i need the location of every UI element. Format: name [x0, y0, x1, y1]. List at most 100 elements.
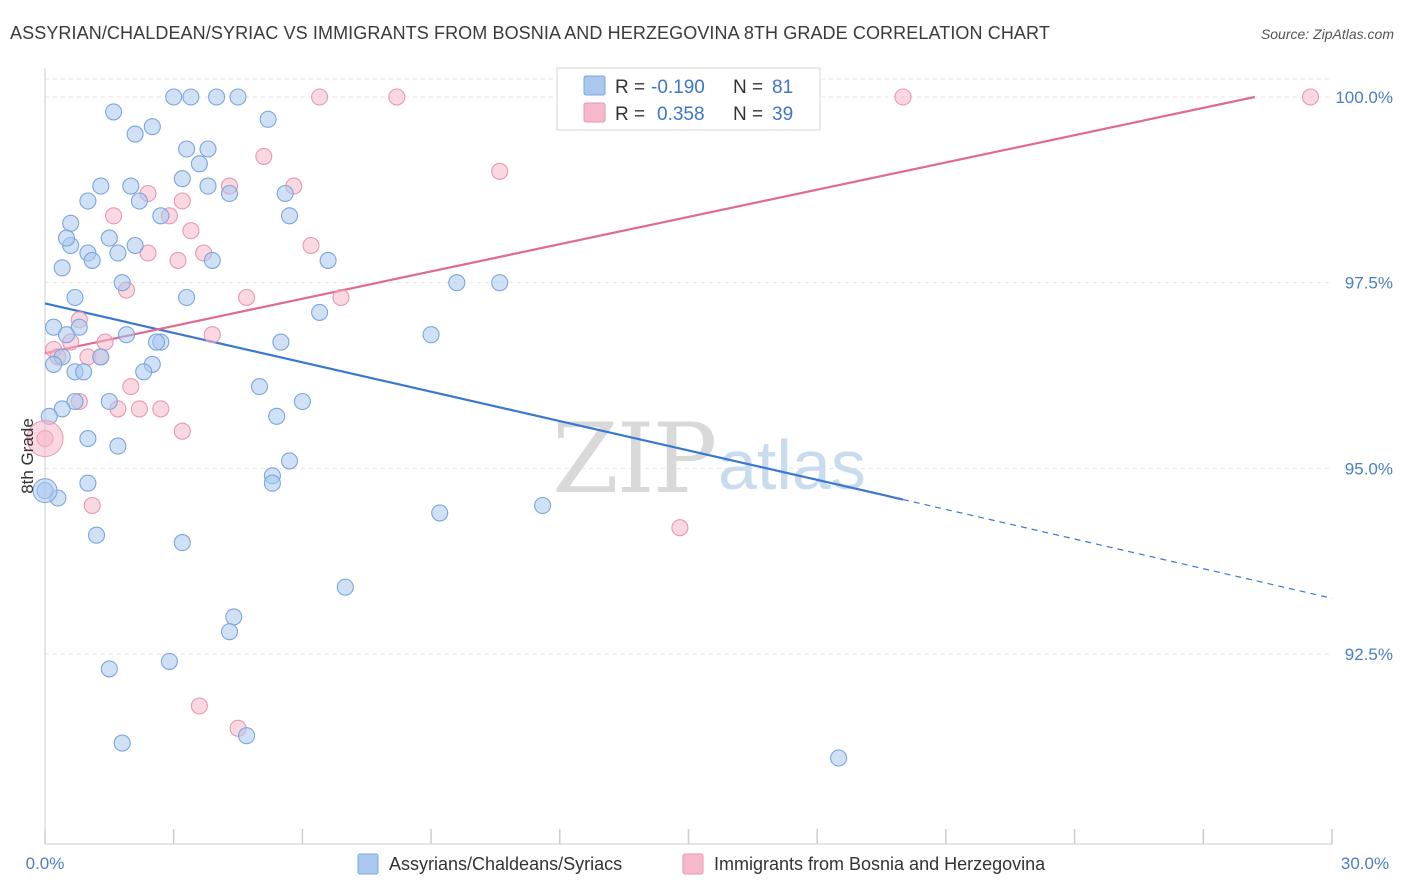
data-point	[100, 392, 118, 411]
data-point	[491, 274, 509, 292]
data-point	[152, 400, 170, 418]
data-point	[87, 526, 106, 544]
y-tick-label: 100.0%	[1335, 88, 1393, 107]
data-point	[225, 608, 243, 626]
data-point	[534, 496, 552, 515]
stats-swatch-blue	[583, 75, 606, 96]
data-point	[109, 244, 127, 262]
data-point	[92, 348, 110, 366]
data-point	[79, 192, 97, 210]
data-point	[169, 251, 187, 269]
stats-r-value-pink: 0.358	[657, 104, 705, 125]
data-point	[182, 88, 200, 106]
data-point	[70, 318, 88, 336]
data-point	[336, 578, 354, 596]
data-point	[57, 229, 76, 247]
data-point	[491, 162, 509, 180]
data-point	[276, 184, 294, 203]
legend-swatch-bosnia	[682, 853, 704, 875]
data-point	[311, 88, 329, 106]
data-point	[45, 355, 63, 373]
data-point	[66, 288, 84, 307]
trend-line-bosnia	[44, 95, 1256, 355]
stats-r-label-pink: R =	[615, 104, 645, 125]
data-point	[448, 274, 466, 292]
data-point	[199, 177, 217, 195]
data-point	[293, 392, 311, 411]
data-point	[126, 125, 144, 143]
data-point	[100, 660, 118, 678]
data-point	[182, 222, 200, 240]
data-point	[147, 333, 166, 351]
stats-legend: R = -0.190 N = 81 R = 0.358 N = 39	[556, 67, 821, 131]
data-point	[173, 192, 191, 210]
data-point	[229, 88, 247, 106]
data-point	[139, 244, 157, 262]
stats-n-value-pink: 39	[772, 104, 793, 125]
trend-line-assyrians-extension	[902, 498, 1333, 599]
data-point	[422, 326, 440, 344]
chart-title: ASSYRIAN/CHALDEAN/SYRIAC VS IMMIGRANTS F…	[10, 23, 1050, 43]
data-point	[117, 326, 136, 344]
stats-r-value-blue: -0.190	[651, 77, 705, 98]
data-point	[332, 288, 350, 307]
data-point	[272, 333, 290, 351]
data-point	[113, 274, 131, 292]
data-point	[259, 110, 277, 128]
data-point	[100, 229, 118, 247]
y-tick-label: 97.5%	[1345, 274, 1393, 293]
watermark-zip-text: ZIP	[552, 403, 715, 515]
data-point	[105, 207, 123, 225]
data-point	[388, 88, 406, 106]
data-point	[263, 474, 281, 492]
data-point	[178, 288, 196, 307]
legend-swatch-assyrians	[357, 853, 379, 875]
legend-label-bosnia: Immigrants from Bosnia and Herzegovina	[714, 854, 1046, 874]
data-point	[178, 140, 196, 158]
data-point	[105, 103, 123, 121]
x-axis-ticks	[44, 829, 1333, 844]
data-point	[302, 236, 320, 255]
data-point	[143, 118, 161, 136]
trend-lines	[44, 95, 1333, 599]
data-point	[62, 214, 80, 232]
data-points	[26, 88, 1320, 767]
chart-source: Source: ZipAtlas.com	[1261, 26, 1394, 42]
stats-n-label-blue: N =	[733, 77, 763, 98]
watermark: ZIP atlas	[552, 403, 866, 515]
trend-line-assyrians	[44, 302, 904, 501]
data-point	[53, 259, 71, 277]
data-point	[92, 177, 110, 195]
data-point	[57, 326, 76, 344]
data-point	[190, 155, 208, 173]
data-point	[152, 207, 170, 225]
data-point	[250, 378, 269, 396]
series-assyrians-points	[36, 88, 848, 767]
data-point	[75, 363, 93, 381]
y-tick-labels: 100.0% 97.5% 95.0% 92.5%	[1335, 88, 1393, 664]
data-point	[113, 734, 131, 752]
y-tick-label: 92.5%	[1345, 645, 1393, 664]
data-point	[671, 519, 689, 537]
stats-r-label-blue: R =	[615, 77, 645, 98]
data-point	[83, 496, 101, 515]
data-point	[45, 318, 63, 336]
data-point	[135, 363, 153, 381]
data-point	[190, 697, 208, 715]
series-legend: Assyrians/Chaldeans/Syriacs Immigrants f…	[357, 853, 1046, 875]
data-point	[109, 437, 127, 455]
data-point	[32, 478, 58, 504]
data-point	[255, 147, 273, 165]
legend-label-assyrians: Assyrians/Chaldeans/Syriacs	[389, 854, 622, 874]
data-point	[280, 207, 299, 225]
x-tick-label-max: 30.0%	[1341, 854, 1389, 873]
data-point	[311, 303, 329, 321]
data-point	[199, 140, 217, 158]
data-point	[830, 749, 848, 767]
stats-n-value-blue: 81	[772, 77, 793, 98]
watermark-atlas-text: atlas	[718, 426, 866, 504]
data-point	[220, 623, 239, 641]
data-point	[53, 400, 71, 418]
data-point	[130, 400, 148, 418]
data-point	[894, 88, 912, 106]
